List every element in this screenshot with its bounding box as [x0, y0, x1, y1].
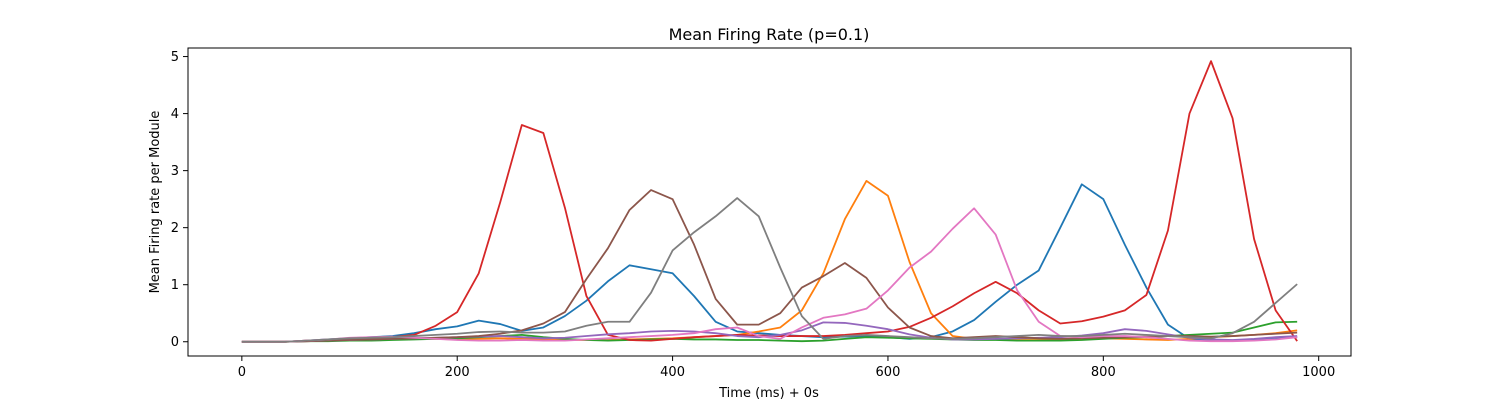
y-tick-label: 1	[171, 278, 179, 293]
x-tick-label: 800	[1091, 365, 1116, 380]
y-axis: 0 1 2 3 4 5	[171, 50, 188, 350]
x-tick-label: 600	[876, 365, 901, 380]
series-group	[241, 60, 1298, 343]
series-line-7	[241, 207, 1298, 343]
y-tick-label: 2	[171, 221, 179, 236]
x-axis-label: Time (ms) + 0s	[718, 386, 819, 400]
y-axis-label: Mean Firing rate per Module	[148, 111, 163, 294]
x-axis: 0 200 400 600 800 1000	[238, 356, 1335, 380]
y-tick-label: 0	[171, 335, 179, 350]
x-tick-label: 400	[660, 365, 685, 380]
y-tick-label: 5	[171, 50, 179, 65]
x-tick-label: 0	[238, 365, 246, 380]
y-tick-label: 4	[171, 107, 179, 122]
chart-title: Mean Firing Rate (p=0.1)	[669, 25, 870, 44]
x-tick-label: 1000	[1302, 365, 1335, 380]
plot-area-frame	[187, 47, 1352, 357]
y-tick-label: 3	[171, 164, 179, 179]
x-tick-label: 200	[445, 365, 470, 380]
series-line-8	[241, 197, 1298, 343]
